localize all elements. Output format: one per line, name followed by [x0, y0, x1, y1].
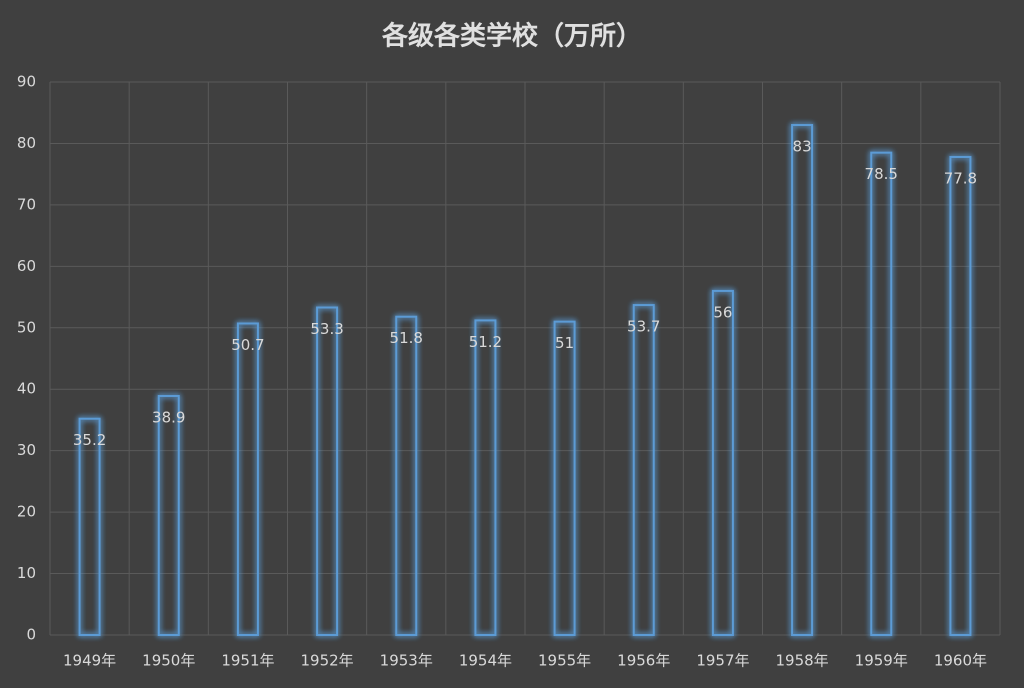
bar [395, 315, 418, 636]
y-tick-label: 40 [17, 380, 36, 398]
y-tick-label: 0 [26, 626, 36, 644]
y-tick-label: 70 [17, 195, 36, 213]
data-label: 53.7 [627, 318, 660, 336]
x-tick-label: 1949年 [63, 652, 116, 670]
bar [870, 151, 893, 637]
x-tick-label: 1951年 [221, 652, 274, 670]
x-tick-label: 1960年 [934, 652, 987, 670]
data-label: 51.8 [390, 329, 423, 347]
data-label: 38.9 [152, 408, 185, 426]
y-tick-label: 50 [17, 318, 36, 336]
bar [157, 394, 180, 636]
data-label: 83 [793, 138, 812, 156]
bar [474, 319, 497, 636]
data-label: 35.2 [73, 431, 106, 449]
x-tick-label: 1953年 [380, 652, 433, 670]
data-label: 78.5 [865, 165, 898, 183]
x-tick-label: 1954年 [459, 652, 512, 670]
x-tick-label: 1959年 [855, 652, 908, 670]
bar [711, 289, 734, 636]
bar [553, 320, 576, 636]
data-label: 51 [555, 334, 574, 352]
x-tick-label: 1952年 [300, 652, 353, 670]
y-tick-label: 20 [17, 503, 36, 521]
data-label: 56 [713, 303, 732, 321]
data-label: 53.3 [310, 320, 343, 338]
data-label: 50.7 [231, 336, 264, 354]
x-tick-label: 1957年 [696, 652, 749, 670]
bar [78, 417, 101, 636]
bar [791, 124, 814, 636]
x-tick-label: 1956年 [617, 652, 670, 670]
x-tick-label: 1955年 [538, 652, 591, 670]
data-label: 77.8 [944, 169, 977, 187]
y-tick-label: 10 [17, 564, 36, 582]
y-tick-label: 90 [17, 73, 36, 91]
y-tick-label: 30 [17, 441, 36, 459]
bar [236, 322, 259, 636]
bar [632, 304, 655, 636]
chart-title: 各级各类学校（万所） [381, 21, 642, 52]
bar [949, 155, 972, 636]
y-tick-label: 80 [17, 134, 36, 152]
x-tick-label: 1950年 [142, 652, 195, 670]
bar [316, 306, 339, 636]
y-tick-label: 60 [17, 257, 36, 275]
x-tick-label: 1958年 [775, 652, 828, 670]
data-label: 51.2 [469, 333, 502, 351]
